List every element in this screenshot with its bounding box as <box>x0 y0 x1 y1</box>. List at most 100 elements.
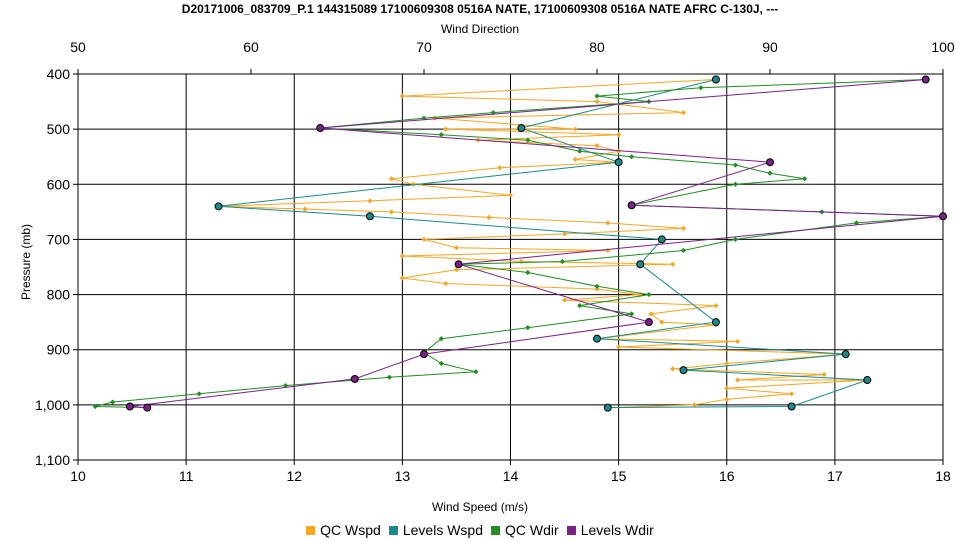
data-point <box>605 247 611 254</box>
x-tick-label: 15 <box>611 468 627 484</box>
bottom-axis-label: Wind Speed (m/s) <box>431 500 529 514</box>
data-point <box>603 403 612 412</box>
data-point <box>614 158 623 167</box>
data-point <box>616 132 622 138</box>
data-point <box>438 360 444 367</box>
y-tick-label: 1,100 <box>35 452 70 468</box>
legend-swatch <box>491 526 501 535</box>
data-point <box>627 201 636 210</box>
y-tick-label: 700 <box>47 231 71 247</box>
data-point <box>386 374 392 380</box>
x2-tick-label: 50 <box>70 39 86 55</box>
y-tick-label: 400 <box>47 66 71 82</box>
data-point <box>594 143 600 149</box>
x-tick-label: 17 <box>827 468 843 484</box>
data-point <box>921 75 930 84</box>
data-point <box>421 236 427 243</box>
data-point <box>365 212 374 221</box>
data-point <box>577 303 583 309</box>
plot-frame <box>77 73 944 461</box>
data-point <box>644 318 653 327</box>
data-point <box>453 245 460 251</box>
data-point <box>110 399 116 405</box>
data-point <box>863 376 872 385</box>
data-point <box>517 124 526 133</box>
data-point <box>616 344 622 350</box>
x-tick-label: 12 <box>286 468 302 484</box>
data-point <box>438 336 444 342</box>
data-point <box>473 369 479 375</box>
data-point <box>367 198 373 204</box>
data-point <box>453 267 460 273</box>
data-point <box>853 220 860 226</box>
data-point <box>841 350 850 359</box>
data-point <box>283 382 289 389</box>
data-point <box>802 176 808 182</box>
legend-label: QC Wdir <box>505 522 559 538</box>
data-point <box>420 350 428 359</box>
data-point <box>577 148 583 154</box>
data-point <box>214 202 223 211</box>
data-point <box>629 154 635 160</box>
x2-tick-label: 60 <box>243 39 259 55</box>
x-tick-label: 10 <box>70 468 86 484</box>
data-point <box>399 253 405 259</box>
data-point <box>443 280 449 287</box>
data-point <box>787 402 796 411</box>
series-line <box>218 79 868 409</box>
data-point <box>92 403 98 410</box>
data-point <box>561 297 568 303</box>
data-point <box>724 385 730 391</box>
data-point <box>732 181 738 187</box>
legend-label: QC Wspd <box>320 522 381 538</box>
data-point <box>525 137 531 143</box>
data-point <box>680 110 687 116</box>
data-point <box>525 325 531 331</box>
data-point <box>711 318 720 327</box>
data-point <box>646 291 652 298</box>
legend-item: Levels Wdir <box>566 522 654 538</box>
data-point <box>486 214 492 220</box>
data-point <box>388 176 395 182</box>
data-point <box>679 366 688 375</box>
data-point <box>713 303 719 309</box>
legend-label: Levels Wdir <box>580 522 654 538</box>
y-tick-label: 900 <box>47 342 71 358</box>
data-point <box>734 377 741 383</box>
legend: QC Wspd Levels Wspd QC Wdir Levels Wdir <box>0 522 960 538</box>
data-point <box>594 93 600 99</box>
data-point <box>497 165 503 171</box>
y-tick-label: 800 <box>47 287 71 303</box>
data-point <box>410 181 416 187</box>
data-point <box>388 209 395 215</box>
data-point <box>302 206 308 212</box>
data-point <box>572 126 578 132</box>
data-point <box>594 98 600 105</box>
data-point <box>821 371 827 378</box>
data-point <box>939 212 947 221</box>
y-tick-label: 500 <box>47 121 71 137</box>
data-point <box>732 236 738 243</box>
data-point <box>670 366 676 372</box>
legend-item: Levels Wspd <box>388 522 483 538</box>
data-point <box>399 275 405 281</box>
data-point <box>432 115 438 121</box>
chart-title: D20171006_083709_P.1 144315089 171006093… <box>181 2 779 16</box>
data-point <box>518 258 524 265</box>
x-tick-label: 18 <box>935 468 951 484</box>
data-point <box>657 235 666 244</box>
data-point <box>507 192 514 198</box>
data-point <box>572 156 578 163</box>
data-point <box>691 402 697 408</box>
data-point <box>438 132 444 138</box>
x-tick-label: 16 <box>719 468 735 484</box>
data-point <box>525 269 531 276</box>
x2-tick-label: 70 <box>416 39 432 55</box>
legend-item: QC Wspd <box>306 522 381 538</box>
data-point <box>125 402 134 411</box>
data-point <box>350 374 359 383</box>
data-point <box>659 319 665 325</box>
data-point <box>680 247 687 254</box>
data-point <box>636 260 645 269</box>
